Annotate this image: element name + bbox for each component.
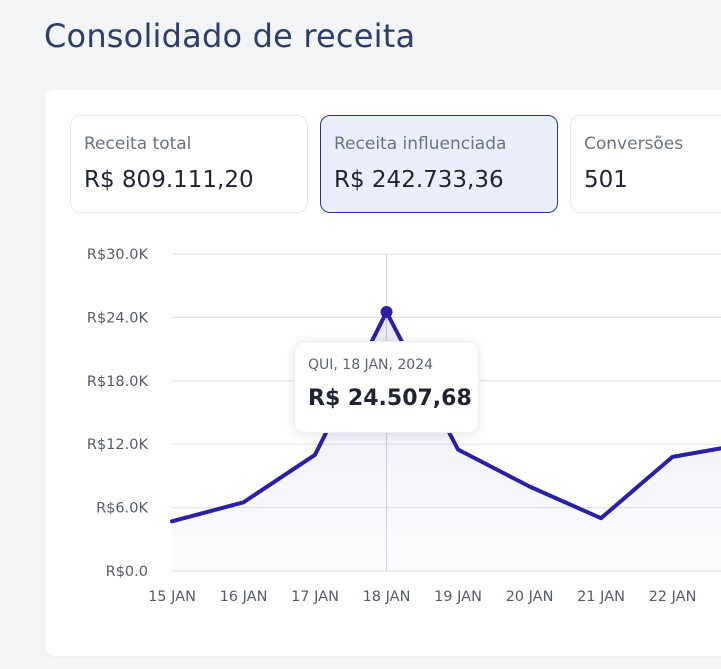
kpi-value: R$ 242.733,36	[334, 167, 504, 193]
kpi-label: Conversões	[584, 134, 684, 154]
highlighted-data-point[interactable]	[380, 306, 393, 319]
kpi-card-total-revenue[interactable]: Receita total R$ 809.111,20	[70, 115, 308, 213]
y-tick-label: R$30.0K	[87, 247, 149, 263]
y-tick-label: R$0.0	[106, 564, 148, 580]
y-tick-label: R$12.0K	[87, 437, 149, 453]
x-tick-label: 19 JAN	[434, 589, 482, 605]
kpi-card-conversions[interactable]: Conversões 501	[570, 115, 721, 213]
y-tick-label: R$24.0K	[87, 310, 149, 326]
page-title: Consolidado de receita	[44, 17, 416, 55]
x-tick-label: 16 JAN	[220, 589, 268, 605]
x-tick-label: 15 JAN	[148, 589, 196, 605]
x-tick-label: 22 JAN	[649, 589, 697, 605]
x-tick-label: 21 JAN	[577, 589, 625, 605]
y-tick-label: R$6.0K	[96, 501, 148, 517]
kpi-label: Receita total	[84, 134, 192, 154]
kpi-label: Receita influenciada	[334, 134, 507, 154]
tooltip-value: R$ 24.507,68	[308, 386, 472, 411]
series-line	[170, 310, 721, 524]
x-tick-label: 20 JAN	[506, 589, 554, 605]
x-tick-label: 18 JAN	[363, 589, 411, 605]
kpi-value: R$ 809.111,20	[84, 167, 254, 193]
tooltip-date: QUI, 18 JAN, 2024	[308, 357, 434, 373]
x-tick-label: 17 JAN	[291, 589, 339, 605]
kpi-value: 501	[584, 167, 628, 193]
chart-tooltip: QUI, 18 JAN, 2024 R$ 24.507,68	[294, 341, 479, 433]
series-area	[172, 312, 721, 571]
kpi-card-influenced-revenue[interactable]: Receita influenciada R$ 242.733,36	[320, 115, 558, 213]
y-tick-label: R$18.0K	[87, 374, 149, 390]
